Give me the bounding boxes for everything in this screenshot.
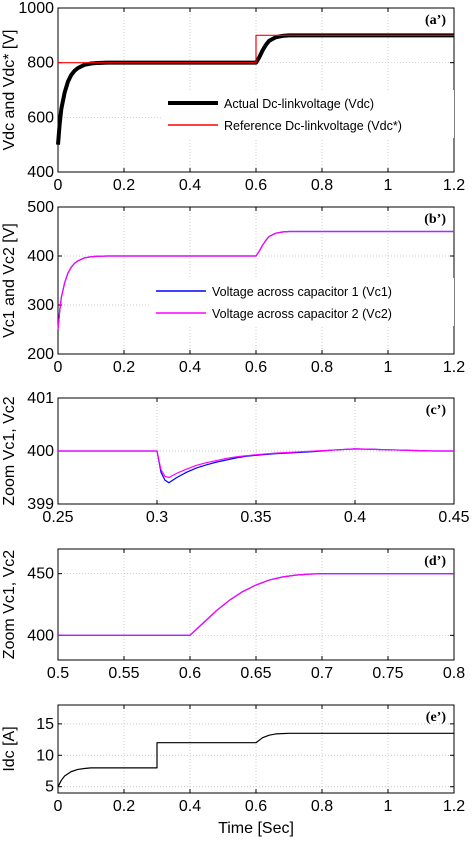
y-axis-label: Idc [A] (1, 726, 18, 771)
x-tick-label: 1.2 (443, 798, 465, 815)
x-tick-label: 0.6 (245, 359, 267, 376)
legend-entry: Actual Dc-linkvoltage (Vdc) (224, 97, 374, 111)
panel-label: (a’) (425, 13, 446, 28)
x-tick-label: 0.7 (311, 665, 333, 682)
y-tick-label: 5 (45, 779, 54, 796)
x-tick-label: 0 (54, 359, 63, 376)
y-tick-label: 500 (27, 199, 54, 216)
x-tick-label: 0.8 (443, 665, 465, 682)
y-axis-label: Vdc and Vdc* [V] (1, 30, 18, 151)
y-tick-label: 800 (27, 55, 54, 72)
y-tick-label: 300 (27, 297, 54, 314)
series-line-2 (58, 448, 454, 479)
x-tick-label: 0.4 (179, 798, 201, 815)
legend-entry: Reference Dc-linkvoltage (Vdc*) (224, 119, 402, 133)
x-tick-label: 1 (384, 177, 393, 194)
x-tick-label: 0.2 (113, 798, 135, 815)
x-tick-label: 0.2 (113, 177, 135, 194)
x-tick-label: 0.35 (240, 509, 271, 526)
x-tick-label: 0.75 (372, 665, 403, 682)
x-tick-label: 0.25 (42, 509, 73, 526)
panel-label: (c’) (426, 403, 447, 418)
series-line-2 (57, 230, 454, 330)
x-axis-label: Time [Sec] (218, 820, 294, 837)
legend: Voltage across capacitor 1 (Vc1) Voltage … (150, 278, 454, 326)
legend: Actual Dc-linkvoltage (Vdc) Reference Dc-… (162, 90, 454, 138)
x-tick-label: 0.6 (179, 665, 201, 682)
y-tick-label: 400 (27, 443, 54, 460)
y-tick-label: 1000 (18, 0, 54, 17)
series-line-1 (57, 732, 454, 787)
x-tick-label: 0.6 (245, 798, 267, 815)
panel-3: 0.25 0.3 0.35 0.4 0.45 399 400 401 (c’) Zoom Vc1,… (1, 390, 470, 526)
panel-label: (b’) (424, 212, 446, 227)
panel-label: (e’) (426, 710, 447, 725)
y-axis-label: Zoom Vc1, Vc2 (1, 396, 18, 505)
series-line-2 (58, 34, 454, 64)
x-tick-label: 1 (384, 359, 393, 376)
x-tick-label: 0.6 (245, 177, 267, 194)
panel-1: 0 0.2 0.4 0.6 0.8 1 1.2 400 600 800 1000 (a’) Vdc an… (1, 0, 465, 194)
x-tick-label: 0.45 (438, 509, 469, 526)
y-tick-label: 400 (27, 627, 54, 644)
y-axis-label: Zoom Vc1, Vc2 (1, 550, 18, 659)
plot-area (57, 704, 455, 794)
legend-box (150, 278, 454, 326)
x-tick-label: 0.65 (240, 665, 271, 682)
x-tick-label: 0.2 (113, 359, 135, 376)
panel-2: 0 0.2 0.4 0.6 0.8 1 1.2 200 300 400 500 (b’) Vc1 and… (1, 199, 465, 376)
x-tick-label: 1.2 (443, 177, 465, 194)
x-tick-label: 1.2 (443, 359, 465, 376)
x-tick-label: 0.3 (146, 509, 168, 526)
x-tick-label: 0.8 (311, 177, 333, 194)
panel-4: 0.5 0.55 0.6 0.65 0.7 0.75 0.8 400 450 (d’) Zoom V… (1, 548, 465, 682)
y-tick-label: 400 (27, 248, 54, 265)
x-tick-label: 0 (54, 177, 63, 194)
series-line-2 (58, 573, 454, 636)
x-tick-label: 0.5 (47, 665, 69, 682)
x-tick-label: 1 (384, 798, 393, 815)
y-tick-label: 400 (27, 164, 54, 181)
x-tick-label: 0.4 (179, 177, 201, 194)
panel-label: (d’) (424, 554, 446, 569)
y-tick-label: 399 (27, 496, 54, 513)
y-tick-label: 200 (27, 346, 54, 363)
x-tick-label: 0.8 (311, 359, 333, 376)
y-tick-label: 401 (27, 390, 54, 407)
y-tick-label: 600 (27, 109, 54, 126)
panel-5: 0 0.2 0.4 0.6 0.8 1 1.2 5 10 15 (e’) Idc [A] Time [S… (1, 704, 465, 837)
legend-entry: Voltage across capacitor 1 (Vc1) (212, 285, 392, 299)
x-tick-label: 0.4 (179, 359, 201, 376)
legend-entry: Voltage across capacitor 2 (Vc2) (212, 307, 392, 321)
y-tick-label: 450 (27, 566, 54, 583)
plot-area (57, 548, 455, 661)
y-tick-label: 15 (36, 716, 54, 733)
x-tick-label: 0 (54, 798, 63, 815)
x-tick-label: 0.55 (108, 665, 139, 682)
x-tick-label: 0.4 (344, 509, 366, 526)
x-tick-label: 0.8 (311, 798, 333, 815)
y-tick-label: 10 (36, 747, 54, 764)
legend-box (162, 90, 454, 138)
y-axis-label: Vc1 and Vc2 [V] (1, 223, 18, 338)
